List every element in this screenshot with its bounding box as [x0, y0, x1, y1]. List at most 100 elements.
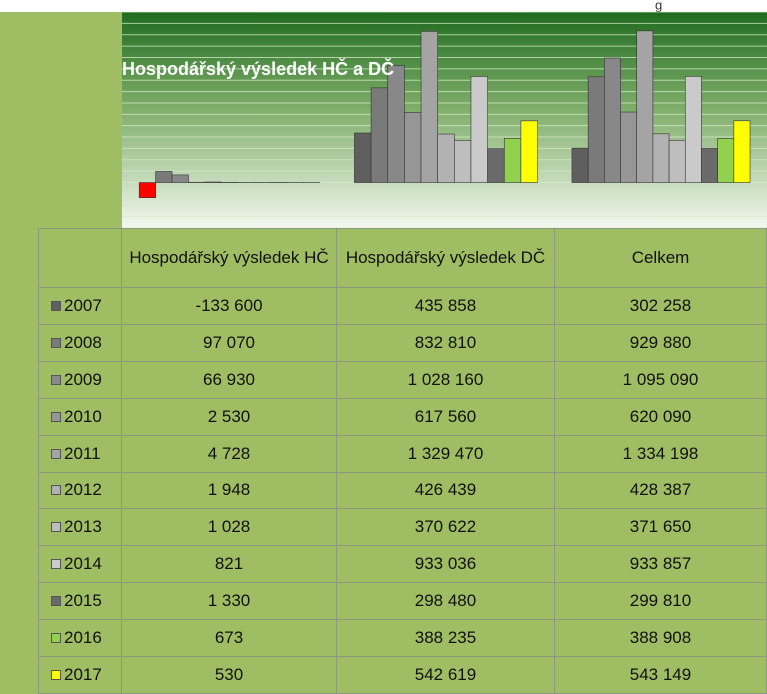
bar — [138, 182, 156, 199]
legend-label: 2016 — [64, 628, 102, 648]
bar — [503, 138, 522, 183]
legend-entry: 2014 — [38, 546, 122, 584]
table-cell: 1 334 198 — [555, 435, 767, 473]
legend-entry: 2013 — [38, 509, 122, 547]
bar — [701, 148, 718, 183]
page-header: g — [655, 0, 662, 12]
table-cell: 2 530 — [122, 398, 337, 436]
legend-label: 2009 — [64, 369, 102, 389]
bar — [420, 31, 438, 183]
table-cell: 298 480 — [337, 583, 555, 621]
table-cell: 426 439 — [337, 472, 555, 510]
table-cell: 1 948 — [122, 472, 337, 510]
table-cell: 821 — [122, 546, 337, 584]
bar — [652, 133, 670, 183]
table-cell: 620 090 — [555, 398, 767, 436]
bar — [171, 174, 189, 183]
table-cell: 66 930 — [122, 361, 337, 399]
table-cell: 388 235 — [337, 620, 555, 658]
table-cell: 933 857 — [555, 546, 767, 584]
bar — [387, 65, 405, 183]
legend-swatch — [51, 300, 61, 311]
bar — [370, 87, 389, 183]
column-header: Hospodářský výsledek HČ — [122, 228, 337, 288]
table-cell: 673 — [122, 620, 337, 658]
legend-entry: 2009 — [38, 361, 122, 399]
legend-swatch — [51, 374, 61, 385]
legend-label: 2013 — [64, 517, 102, 537]
bar — [717, 138, 735, 183]
legend-swatch — [51, 485, 61, 496]
table-cell: 1 028 160 — [337, 361, 555, 399]
legend-swatch — [51, 670, 61, 681]
bar — [587, 76, 605, 183]
legend-entry: 2017 — [38, 657, 122, 694]
bar — [487, 148, 505, 183]
legend-swatch — [51, 522, 61, 533]
bar — [204, 181, 222, 183]
table-cell: 617 560 — [337, 398, 555, 436]
legend-entry: 2008 — [38, 324, 122, 362]
legend-swatch — [51, 559, 61, 570]
legend-swatch — [51, 448, 61, 459]
bar — [620, 111, 638, 183]
bar — [668, 139, 686, 183]
legend-label: 2010 — [64, 406, 102, 426]
bar — [354, 132, 372, 183]
table-cell: 1 028 — [122, 509, 337, 547]
table-cell: 530 — [122, 657, 337, 694]
bar — [520, 120, 538, 183]
bar — [454, 140, 472, 183]
bar — [470, 76, 488, 183]
table-cell: 832 810 — [337, 324, 555, 362]
bar — [636, 30, 654, 183]
legend-swatch — [51, 596, 61, 607]
bar — [437, 133, 455, 183]
table-cell: 371 650 — [555, 509, 767, 547]
legend-entry: 2015 — [38, 583, 122, 621]
table-cell: 370 622 — [337, 509, 555, 547]
bar — [571, 147, 589, 183]
legend-swatch — [51, 633, 61, 644]
table-cell: 1 095 090 — [555, 361, 767, 399]
bar — [155, 171, 173, 183]
bar — [604, 57, 621, 183]
table-cell: 1 330 — [122, 583, 337, 621]
legend-label: 2017 — [64, 665, 102, 685]
legend-label: 2011 — [64, 443, 101, 463]
bar — [733, 120, 751, 183]
table-cell: 97 070 — [122, 324, 337, 362]
table-cell: 299 810 — [555, 583, 767, 621]
legend-label: 2015 — [64, 591, 102, 611]
table-corner — [38, 228, 122, 288]
plot-area — [122, 12, 767, 228]
table-cell: 543 149 — [555, 657, 767, 694]
table-cell: 428 387 — [555, 472, 767, 510]
legend-label: 2012 — [64, 480, 102, 500]
bar — [684, 76, 702, 183]
table-cell: 929 880 — [555, 324, 767, 362]
table-cell: 933 036 — [337, 546, 555, 584]
table-cell: 388 908 — [555, 620, 767, 658]
legend-label: 2014 — [64, 554, 102, 574]
table-cell: -133 600 — [122, 288, 337, 325]
table-cell: 435 858 — [337, 288, 555, 325]
legend-swatch — [51, 337, 61, 348]
column-header: Hospodářský výsledek DČ — [337, 228, 555, 288]
legend-entry: 2010 — [38, 398, 122, 436]
legend-entry: 2012 — [38, 472, 122, 510]
bar — [404, 112, 422, 183]
table-cell: 4 728 — [122, 435, 337, 473]
table-cell: 542 619 — [337, 657, 555, 694]
legend-entry: 2007 — [38, 288, 122, 325]
legend-entry: 2016 — [38, 620, 122, 658]
legend-label: 2007 — [64, 295, 102, 315]
legend-entry: 2011 — [38, 435, 122, 473]
chart-title: Hospodářský výsledek HČ a DČ — [122, 58, 394, 79]
table-cell: 1 329 470 — [337, 435, 555, 473]
column-header: Celkem — [555, 228, 767, 288]
legend-swatch — [51, 411, 61, 422]
table-cell: 302 258 — [555, 288, 767, 325]
